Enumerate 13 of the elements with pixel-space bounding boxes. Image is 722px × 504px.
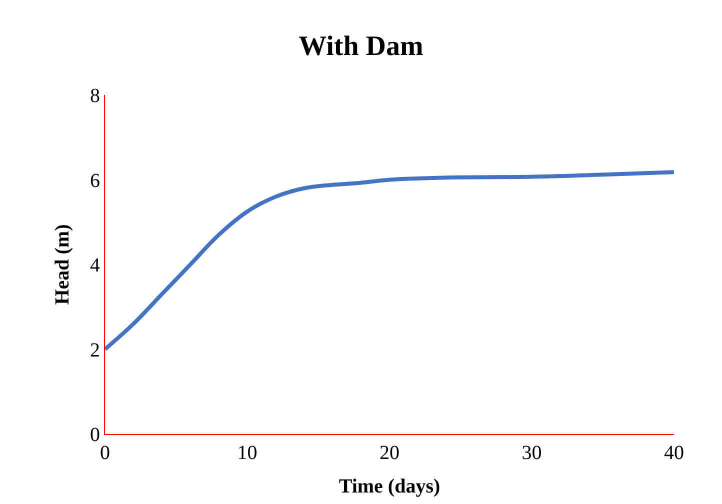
y-axis-title: Head (m) bbox=[52, 224, 74, 305]
y-tick-label: 4 bbox=[90, 254, 100, 276]
x-axis-title: Time (days) bbox=[338, 476, 440, 498]
x-tick-label: 30 bbox=[522, 442, 542, 464]
line-series bbox=[105, 170, 674, 352]
x-tick-label: 40 bbox=[664, 442, 684, 464]
x-tick-label: 10 bbox=[237, 442, 258, 464]
y-tick-label: 2 bbox=[90, 339, 100, 362]
y-tick-label: 0 bbox=[90, 424, 100, 446]
y-tick-label: 6 bbox=[90, 170, 100, 192]
x-tick-label: 20 bbox=[380, 442, 400, 464]
y-tick-label: 8 bbox=[90, 85, 100, 107]
chart-title: With Dam bbox=[298, 30, 424, 62]
